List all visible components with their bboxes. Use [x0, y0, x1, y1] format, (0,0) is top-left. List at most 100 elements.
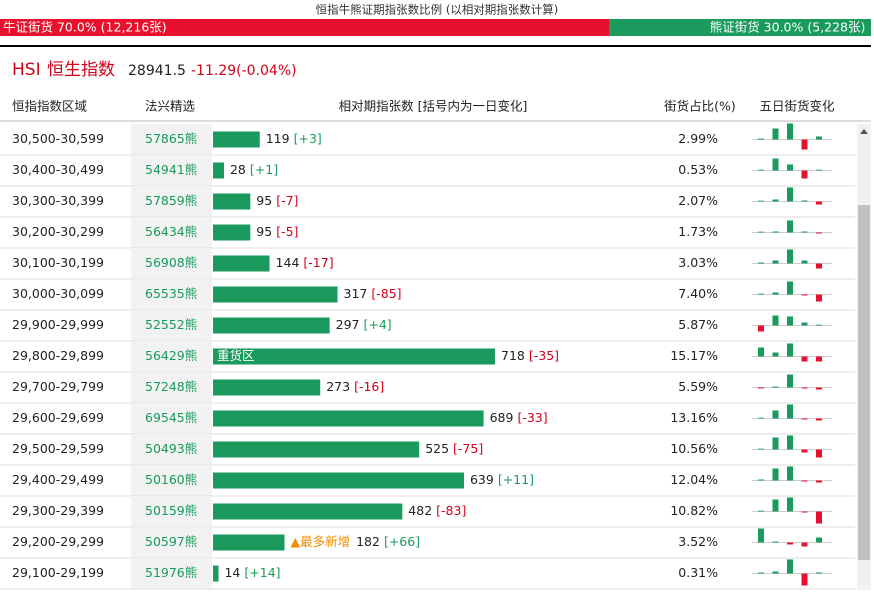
mini-bar	[772, 541, 779, 543]
code-cell	[131, 186, 212, 217]
code[interactable]: 54941熊	[145, 162, 197, 177]
column-header: 街货占比(%)	[664, 99, 736, 114]
count-label: 95	[256, 224, 272, 239]
count-bar	[213, 503, 403, 520]
mini-bar	[787, 435, 793, 450]
code[interactable]: 52552熊	[145, 317, 197, 332]
mini-bar	[772, 231, 779, 233]
code[interactable]: 56908熊	[145, 255, 197, 270]
mini-bar	[801, 322, 808, 326]
mini-bar	[816, 537, 822, 543]
mini-bar	[758, 528, 764, 543]
share: 5.87%	[678, 317, 718, 332]
table-header	[0, 93, 871, 121]
count-label: 718	[501, 348, 525, 363]
code[interactable]: 69545熊	[145, 410, 197, 425]
mini-bar	[758, 200, 764, 202]
range: 29,500-29,599	[12, 441, 104, 456]
mini-bar	[816, 136, 822, 140]
share: 15.17%	[670, 348, 718, 363]
change-label: [+66]	[384, 534, 420, 549]
mini-bar	[787, 374, 793, 388]
mini-bar	[787, 187, 793, 202]
code[interactable]: 50160熊	[145, 472, 197, 487]
mini-bar	[801, 294, 808, 296]
code[interactable]: 57865熊	[145, 131, 197, 146]
mini-bar	[816, 232, 822, 234]
mini-bar	[787, 404, 793, 419]
count-label: 297	[336, 317, 360, 332]
change-label: [-85]	[371, 286, 401, 301]
code[interactable]: 50597熊	[145, 534, 197, 549]
scrollbar-thumb[interactable]	[858, 205, 870, 560]
code[interactable]: 50493熊	[145, 441, 197, 456]
mini-bar	[801, 139, 808, 150]
code-cell	[131, 403, 212, 434]
count-bar	[213, 255, 270, 272]
change-label: [+3]	[294, 131, 322, 146]
mini-bar	[772, 260, 779, 264]
range: 30,200-30,299	[12, 224, 104, 239]
code[interactable]: 51976熊	[145, 565, 197, 580]
code[interactable]: 65535熊	[145, 286, 197, 301]
code[interactable]: 56434熊	[145, 224, 197, 239]
range: 29,400-29,499	[12, 472, 104, 487]
code[interactable]: 56429熊	[145, 348, 197, 363]
range: 29,300-29,399	[12, 503, 104, 518]
share: 0.31%	[678, 565, 718, 580]
mini-bar	[772, 128, 779, 140]
mini-bar	[787, 316, 793, 326]
mini-bar	[816, 418, 822, 421]
mini-bar	[801, 511, 808, 513]
mini-bar	[816, 263, 822, 269]
count-label: 119	[266, 131, 290, 146]
mini-bar	[758, 262, 764, 264]
count-label: 28	[230, 162, 246, 177]
range: 29,600-29,699	[12, 410, 104, 425]
range: 30,100-30,199	[12, 255, 104, 270]
count-bar	[213, 441, 420, 458]
mini-bar	[801, 231, 808, 233]
count-bar	[213, 131, 260, 148]
code[interactable]: 50159熊	[145, 503, 197, 518]
range: 29,100-29,199	[12, 565, 104, 580]
mini-bar	[801, 449, 808, 453]
code[interactable]: 57859熊	[145, 193, 197, 208]
mini-bar	[816, 169, 822, 171]
mini-bar	[772, 437, 779, 450]
change-label: [-83]	[436, 503, 466, 518]
ratio-title: 恒指牛熊证期指张数比例 (以相对期指张数计算)	[316, 3, 559, 17]
count-bar	[213, 317, 330, 334]
code-cell	[131, 279, 212, 310]
mini-bar	[816, 511, 822, 524]
count-label: 14	[224, 565, 240, 580]
mini-bar	[772, 315, 779, 326]
range: 29,700-29,799	[12, 379, 104, 394]
count-label: 525	[425, 441, 449, 456]
count-label: 144	[276, 255, 300, 270]
share: 12.04%	[670, 472, 718, 487]
mini-bar	[787, 343, 793, 357]
mini-bar	[758, 325, 764, 332]
scroll-up[interactable]	[860, 129, 868, 134]
code-cell	[131, 527, 212, 558]
count-label: 482	[408, 503, 432, 518]
mini-bar	[801, 573, 808, 586]
mini-bar	[801, 200, 808, 202]
range: 29,800-29,899	[12, 348, 104, 363]
range: 30,000-30,099	[12, 286, 104, 301]
count-label: 273	[326, 379, 350, 394]
column-header: 五日街货变化	[759, 99, 835, 114]
index-price: 28941.5	[128, 63, 186, 79]
mini-bar	[816, 572, 822, 574]
code-cell	[131, 558, 212, 589]
range: 30,500-30,599	[12, 131, 104, 146]
change-label: [-33]	[517, 410, 547, 425]
mini-bar	[816, 480, 822, 483]
mini-bar	[787, 123, 793, 140]
share: 13.16%	[670, 410, 718, 425]
code[interactable]: 57248熊	[145, 379, 197, 394]
column-header: 法兴精选	[145, 99, 196, 114]
code-cell	[131, 341, 212, 372]
